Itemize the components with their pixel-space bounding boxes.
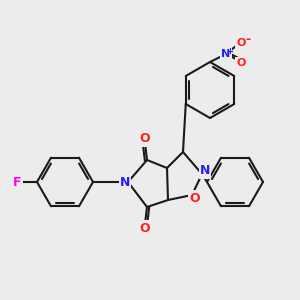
Text: N: N	[221, 49, 231, 59]
Text: -: -	[245, 34, 250, 46]
Text: O: O	[236, 38, 246, 48]
Text: F: F	[13, 176, 21, 188]
Text: O: O	[140, 133, 150, 146]
Text: +: +	[226, 46, 233, 56]
Text: N: N	[120, 176, 130, 188]
Text: O: O	[236, 58, 246, 68]
Text: N: N	[200, 164, 210, 178]
Text: O: O	[140, 221, 150, 235]
Text: O: O	[190, 191, 200, 205]
